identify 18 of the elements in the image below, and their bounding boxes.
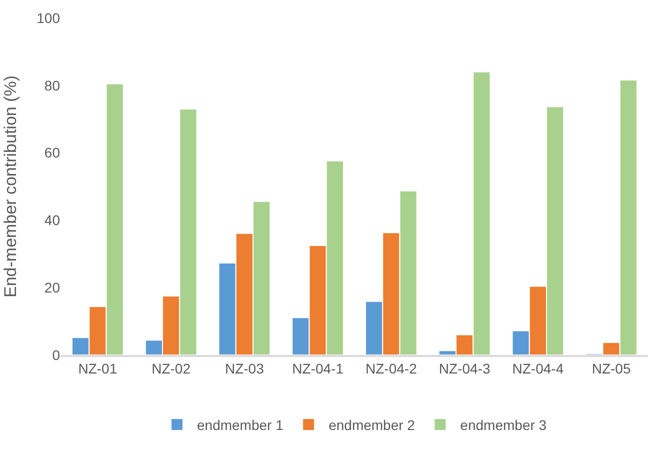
- y-tick-label: 80: [44, 77, 60, 94]
- x-tick-label: NZ-01: [78, 360, 118, 377]
- legend-label: endmember 1: [197, 416, 284, 433]
- legend-label: endmember 2: [328, 416, 416, 433]
- x-tick-label: NZ-04-4: [512, 360, 564, 377]
- x-tick-label: NZ-04-1: [292, 360, 344, 377]
- y-tick-label: 40: [44, 212, 60, 228]
- x-tick-label: NZ-05: [592, 360, 631, 377]
- x-tick-label: NZ-03: [224, 360, 264, 377]
- y-tick-label: 60: [44, 144, 60, 161]
- x-tick-label: NZ-02: [152, 360, 191, 377]
- x-tick-label: NZ-04-3: [438, 360, 490, 377]
- x-tick-label: NZ-04-2: [366, 360, 418, 377]
- y-tick-label: 20: [44, 280, 60, 296]
- y-axis-title: End-member contribution (%): [1, 75, 20, 298]
- y-tick-label: 0: [52, 346, 60, 363]
- legend-label: endmember 3: [460, 416, 547, 433]
- y-tick-label: 100: [36, 10, 60, 26]
